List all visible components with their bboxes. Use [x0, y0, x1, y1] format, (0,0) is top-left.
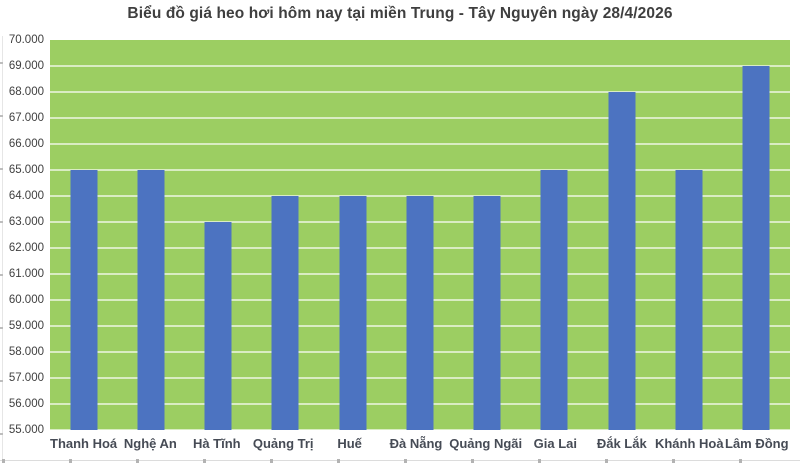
y-tick-label: 63.000: [8, 216, 44, 228]
x-category-label: Huế: [337, 436, 362, 451]
bar-series: [50, 40, 790, 430]
y-tick-label: 58.000: [8, 346, 44, 358]
bar: [339, 196, 367, 430]
y-tick-label: 67.000: [8, 112, 44, 124]
bar: [608, 92, 636, 430]
bar-slot: [252, 40, 319, 430]
bar: [473, 196, 501, 430]
bar-slot: [655, 40, 722, 430]
x-category-label: Đắk Lắk: [596, 436, 647, 451]
x-category-label: Hà Tĩnh: [192, 436, 241, 451]
bar-slot: [50, 40, 117, 430]
x-category-label: Nghệ An: [123, 436, 177, 451]
x-category-label: Khánh Hoà: [654, 436, 724, 451]
plot-area: [50, 40, 790, 431]
bar-slot: [386, 40, 453, 430]
x-category-label: Đà Nẵng: [389, 436, 443, 451]
y-tick-label: 65.000: [8, 163, 44, 176]
bar: [540, 170, 568, 430]
bar-slot: [588, 40, 655, 430]
y-tick-label: 66.000: [8, 138, 44, 150]
chart-title: Biểu đồ giá heo hơi hôm nay tại miền Tru…: [127, 5, 673, 22]
bar: [675, 170, 703, 430]
y-tick-label: 69.000: [8, 60, 44, 72]
gridline: [50, 168, 790, 171]
bar: [271, 196, 299, 430]
x-category-label: Lâm Đồng: [725, 436, 789, 451]
gridline: [50, 91, 790, 93]
spreadsheet-edge-bottom-ticks: [2, 459, 800, 463]
y-tick-label: 70.000: [8, 34, 44, 46]
bar: [742, 66, 770, 430]
y-tick-label: 68.000: [8, 86, 44, 98]
bar: [70, 170, 98, 430]
bar-slot: [723, 40, 790, 430]
gridline: [50, 65, 790, 67]
y-tick-label: 55.000: [8, 424, 44, 436]
gridline: [50, 143, 790, 145]
bar-slot: [521, 40, 588, 430]
x-axis: Thanh Hoá Nghệ An Hà Tĩnh Quảng Trị Huế Đà Nẵ…: [50, 434, 790, 456]
bar: [137, 170, 165, 430]
y-tick-label: 57.000: [8, 372, 44, 384]
x-category-label: Thanh Hoá: [50, 436, 118, 451]
x-category-label: Gia Lai: [533, 436, 578, 451]
y-axis: 70.000 69.000 68.000 67.000 66.000 65.000 64.0…: [0, 34, 44, 436]
gridline: [50, 429, 790, 431]
y-tick-label: 59.000: [8, 320, 44, 332]
bar-slot: [319, 40, 386, 430]
bar-slot: [117, 40, 184, 430]
y-tick-label: 61.000: [8, 268, 44, 280]
bar: [406, 196, 434, 430]
x-category-label: Quảng Ngãi: [449, 436, 523, 451]
x-category-label: Quảng Trị: [252, 436, 314, 451]
bar-slot: [185, 40, 252, 430]
bar-slot: [454, 40, 521, 430]
y-tick-label: 64.000: [8, 190, 44, 202]
spreadsheet-edge-left-ticks: [0, 62, 3, 460]
y-tick-label: 56.000: [8, 398, 44, 410]
gridline: [50, 117, 790, 119]
bar: [204, 222, 232, 430]
y-tick-label: 62.000: [8, 242, 44, 254]
y-tick-label: 60.000: [8, 293, 44, 306]
